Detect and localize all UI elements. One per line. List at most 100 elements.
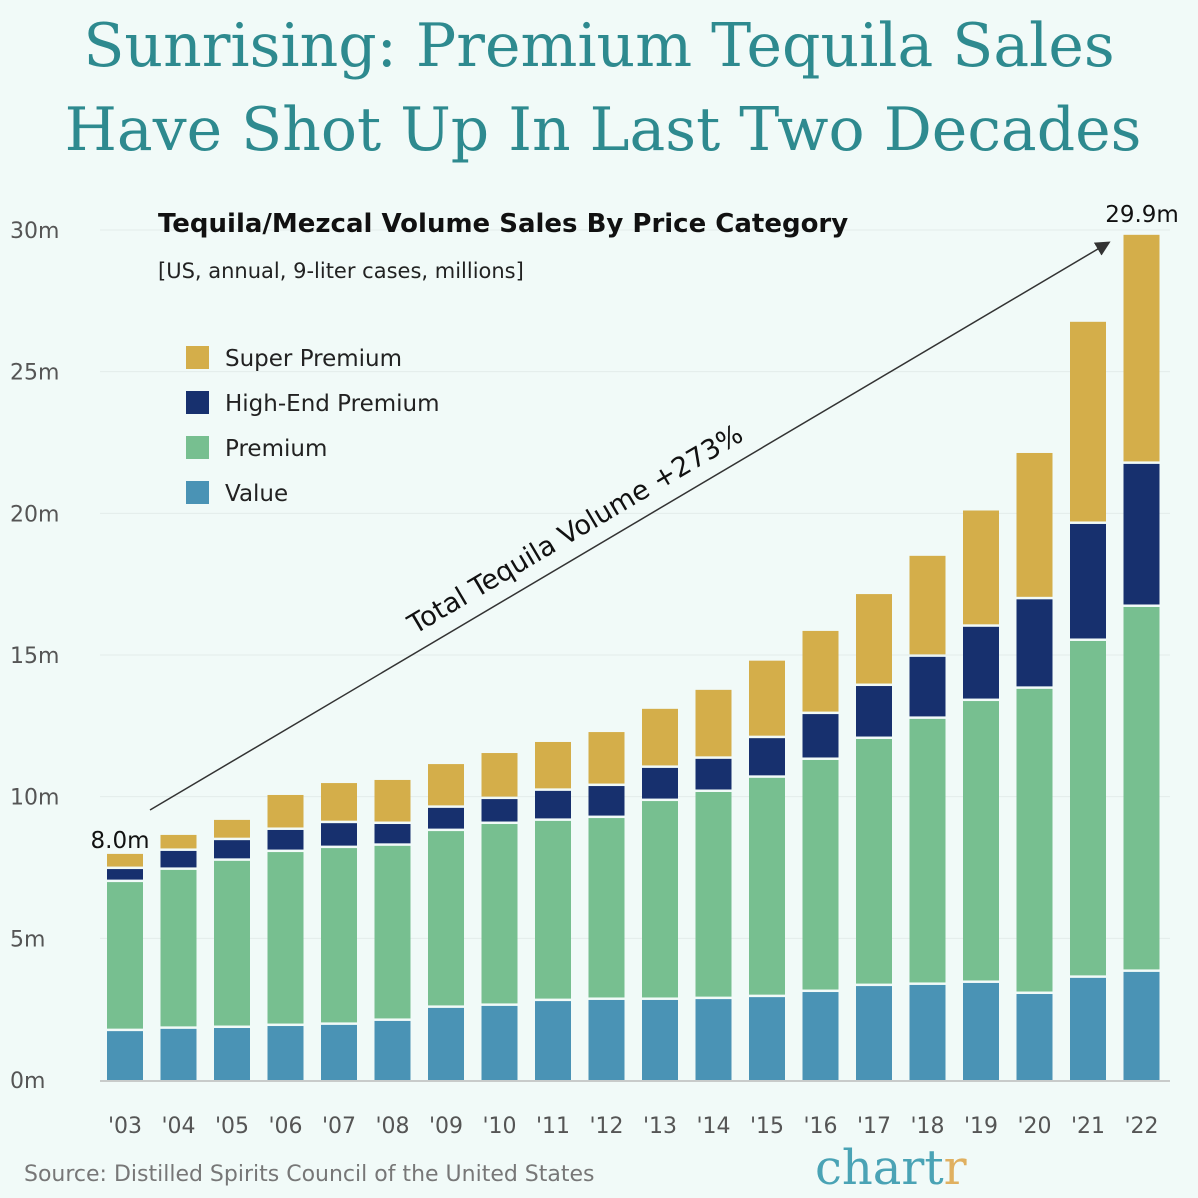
bar-segment-high-end-premium bbox=[535, 790, 571, 819]
x-tick-label: '10 bbox=[482, 1114, 516, 1139]
bar-segment-value bbox=[107, 1031, 143, 1080]
bar-segment-high-end-premium bbox=[1016, 599, 1053, 687]
y-tick-label: 25m bbox=[10, 361, 59, 386]
y-tick-label: 30m bbox=[10, 219, 59, 244]
bar-segment-value bbox=[856, 986, 892, 1080]
x-tick-label: '15 bbox=[750, 1114, 784, 1139]
bar-segment-high-end-premium bbox=[963, 626, 999, 699]
bar-segment-premium bbox=[695, 792, 732, 997]
x-tick-label: '05 bbox=[215, 1114, 249, 1139]
bar-segment-value bbox=[267, 1026, 304, 1080]
bar-segment-high-end-premium bbox=[642, 767, 678, 799]
growth-arrow bbox=[149, 241, 1111, 811]
x-tick-label: '06 bbox=[268, 1114, 302, 1139]
bar-segment-value bbox=[749, 997, 785, 1080]
bar-segment-value bbox=[481, 1005, 518, 1080]
bar-segment-high-end-premium bbox=[374, 824, 411, 844]
bar-segment-value bbox=[642, 999, 678, 1080]
legend-swatch bbox=[186, 481, 209, 504]
x-tick-label: '07 bbox=[322, 1114, 356, 1139]
gridlines bbox=[100, 229, 1170, 939]
bar-segment-premium bbox=[1123, 606, 1160, 970]
bar-segment-premium bbox=[535, 820, 571, 999]
y-tick-label: 15m bbox=[10, 644, 59, 669]
chartr-logo: chartr bbox=[815, 1140, 967, 1196]
x-tick-label: '09 bbox=[429, 1114, 463, 1139]
bar-segment-high-end-premium bbox=[267, 829, 304, 850]
bar-segment-value bbox=[1123, 971, 1160, 1080]
bar-segment-high-end-premium bbox=[802, 714, 839, 758]
bar-segment-high-end-premium bbox=[856, 686, 892, 737]
bar-segment-premium bbox=[374, 845, 411, 1019]
bar-segment-high-end-premium bbox=[1070, 523, 1106, 639]
bar-segment-super-premium bbox=[321, 783, 357, 821]
bar-segment-super-premium bbox=[963, 510, 999, 625]
bar-segment-value bbox=[802, 992, 839, 1080]
bar-segment-super-premium bbox=[802, 630, 839, 712]
bar-segment-high-end-premium bbox=[588, 786, 625, 816]
bar-segment-high-end-premium bbox=[749, 738, 785, 776]
bars bbox=[107, 234, 1160, 1080]
legend-label: High-End Premium bbox=[225, 391, 440, 417]
bar-segment-super-premium bbox=[107, 853, 143, 867]
source-note: Source: Distilled Spirits Council of the… bbox=[24, 1162, 595, 1187]
bar-segment-super-premium bbox=[642, 708, 678, 766]
bar-segment-premium bbox=[214, 860, 250, 1026]
legend-label: Super Premium bbox=[225, 346, 402, 372]
bar-segment-value bbox=[428, 1007, 464, 1080]
end-label: 29.9m bbox=[1105, 202, 1179, 228]
bar-segment-high-end-premium bbox=[160, 850, 197, 868]
bar-segment-super-premium bbox=[214, 819, 250, 838]
bar-segment-premium bbox=[856, 739, 892, 984]
bar-segment-super-premium bbox=[1123, 234, 1160, 462]
chart-title: Tequila/Mezcal Volume Sales By Price Cat… bbox=[158, 209, 848, 239]
y-tick-label: 0m bbox=[10, 1069, 45, 1094]
x-tick-label: '08 bbox=[375, 1114, 409, 1139]
x-tick-label: '14 bbox=[696, 1114, 730, 1139]
bar-segment-premium bbox=[1070, 640, 1106, 976]
growth-annotation: Total Tequila Volume +273% bbox=[402, 419, 749, 641]
bar-segment-value bbox=[909, 984, 946, 1080]
legend-label: Premium bbox=[225, 436, 327, 462]
x-tick-label: '22 bbox=[1124, 1114, 1158, 1139]
bar-segment-value bbox=[695, 999, 732, 1080]
bar-segment-value bbox=[588, 999, 625, 1080]
x-tick-label: '17 bbox=[857, 1114, 891, 1139]
bar-segment-high-end-premium bbox=[481, 799, 518, 822]
bar-segment-super-premium bbox=[749, 660, 785, 736]
x-tick-label: '16 bbox=[803, 1114, 837, 1139]
bar-segment-high-end-premium bbox=[214, 840, 250, 859]
bar-segment-value bbox=[1070, 977, 1106, 1080]
bar-segment-premium bbox=[802, 759, 839, 990]
bar-segment-premium bbox=[963, 701, 999, 981]
start-label: 8.0m bbox=[91, 828, 150, 854]
bar-segment-value bbox=[1016, 994, 1053, 1080]
bar-segment-high-end-premium bbox=[107, 869, 143, 880]
bar-segment-value bbox=[963, 982, 999, 1080]
bar-segment-value bbox=[321, 1024, 357, 1080]
bar-segment-premium bbox=[909, 718, 946, 983]
bar-segment-premium bbox=[267, 852, 304, 1024]
x-tick-label: '13 bbox=[643, 1114, 677, 1139]
bar-segment-premium bbox=[749, 777, 785, 995]
y-tick-label: 5m bbox=[10, 927, 45, 952]
bar-segment-premium bbox=[642, 801, 678, 998]
bar-segment-super-premium bbox=[160, 834, 197, 849]
x-tick-label: '11 bbox=[536, 1114, 570, 1139]
bar-segment-super-premium bbox=[856, 594, 892, 684]
x-tick-label: '18 bbox=[910, 1114, 944, 1139]
title-line-1: Sunrising: Premium Tequila Sales bbox=[83, 11, 1114, 81]
bar-segment-premium bbox=[1016, 688, 1053, 992]
bar-segment-high-end-premium bbox=[321, 823, 357, 846]
chart-subtitle: [US, annual, 9-liter cases, millions] bbox=[158, 259, 524, 283]
x-tick-label: '20 bbox=[1017, 1114, 1051, 1139]
x-tick-label: '04 bbox=[161, 1114, 195, 1139]
x-tick-label: '21 bbox=[1071, 1114, 1105, 1139]
bar-segment-super-premium bbox=[695, 689, 732, 757]
bar-segment-super-premium bbox=[1070, 321, 1106, 522]
bar-segment-super-premium bbox=[481, 753, 518, 797]
legend-label: Value bbox=[225, 481, 288, 507]
bar-segment-premium bbox=[160, 869, 197, 1027]
y-axis-ticks: 0m 5m 10m 15m 20m 25m 30m bbox=[10, 219, 59, 1094]
